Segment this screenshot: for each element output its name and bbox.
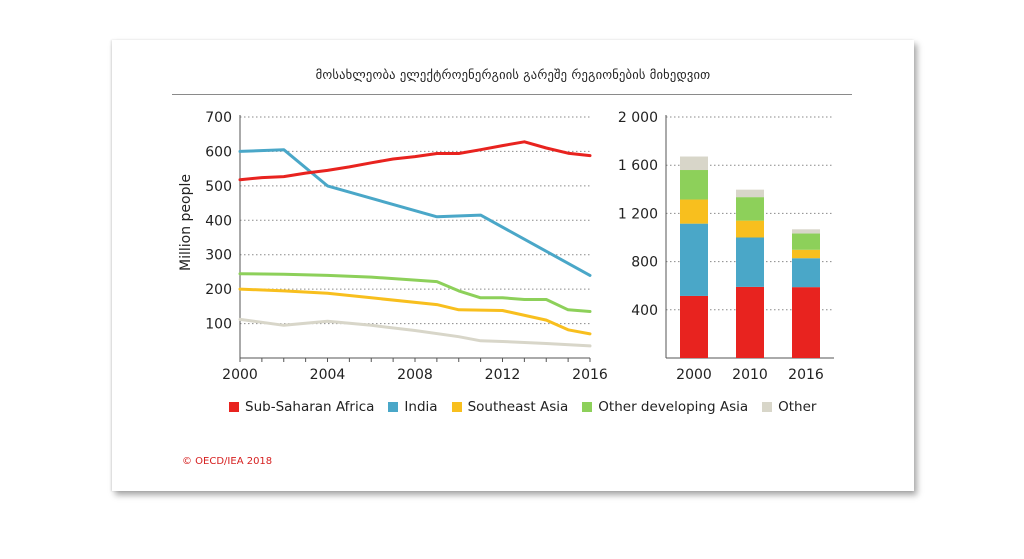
bar-segment-other-developing-asia (680, 170, 708, 200)
bar-segment-india (792, 258, 820, 288)
legend-item-southeast-asia: Southeast Asia (451, 399, 569, 415)
y-axis-label: Million people (178, 174, 194, 271)
chart-title: მოსახლეობა ელექტროენერგიის გარეშე რეგიონ… (315, 67, 711, 82)
y-tick-label: 200 (205, 282, 232, 298)
bar-segment-sub-saharan-africa (792, 287, 820, 358)
legend-swatch (229, 402, 239, 412)
legend-swatch (762, 402, 773, 412)
y-tick-label: 1 200 (618, 206, 658, 222)
legend-label: India (404, 399, 438, 415)
legend-swatch (582, 402, 593, 412)
y-tick-label: 400 (631, 303, 658, 319)
line-series-india (238, 148, 592, 277)
title-divider (172, 94, 852, 95)
legend-swatch (451, 402, 462, 412)
line-series-southeast-asia (238, 287, 592, 336)
bar-segment-southeast-asia (792, 249, 820, 259)
bar-segment-southeast-asia (680, 199, 708, 224)
x-tick-label: 2016 (788, 367, 824, 383)
line-series-other (238, 317, 592, 348)
bar-segment-southeast-asia (736, 220, 764, 238)
legend-label: Other developing Asia (598, 399, 749, 415)
x-tick-label: 2008 (397, 367, 433, 383)
y-tick-label: 300 (205, 248, 232, 264)
y-tick-label: 100 (205, 317, 232, 333)
y-tick-label: 2 000 (618, 110, 658, 126)
x-tick-label: 2016 (572, 367, 608, 383)
x-tick-label: 2012 (485, 367, 521, 383)
x-tick-label: 2000 (676, 367, 712, 383)
legend-label: Southeast Asia (467, 399, 569, 415)
line-series-sub-saharan-africa (238, 140, 592, 182)
bar-segment-other (680, 156, 708, 171)
bar-segment-other-developing-asia (792, 233, 820, 250)
legend: Sub-Saharan Africa India Southeast Asia Oth… (229, 397, 830, 417)
y-tick-label: 400 (205, 213, 232, 229)
legend-swatch (388, 402, 399, 412)
legend-item-india: India (388, 399, 438, 415)
line-series-other-developing-asia (238, 272, 592, 313)
chart-canvas: 100 200 300 400 500 600 700 2000 2004 2008 2012 201… (178, 110, 834, 383)
bar-segment-india (736, 237, 764, 287)
legend-item-other: Other (762, 399, 816, 415)
x-tick-label: 2000 (222, 367, 258, 383)
copyright-footer: © OECD/IEA 2018 (182, 456, 273, 467)
bar-segment-other (792, 229, 820, 234)
y-tick-label: 600 (205, 144, 232, 160)
bar-segment-other-developing-asia (736, 197, 764, 221)
y-tick-label: 800 (631, 255, 658, 271)
legend-item-sub-saharan-africa: Sub-Saharan Africa (229, 399, 374, 415)
bar-segment-other (736, 189, 764, 198)
chart-card: მოსახლეობა ელექტროენერგიის გარეშე რეგიონ… (112, 40, 914, 491)
bar-segment-india (680, 223, 708, 296)
legend-label: Sub-Saharan Africa (245, 399, 375, 415)
y-tick-label: 700 (205, 110, 232, 126)
bar-segment-sub-saharan-africa (680, 295, 708, 358)
x-tick-label: 2010 (732, 367, 768, 383)
x-tick-label: 2004 (310, 367, 346, 383)
legend-label: Other (778, 399, 817, 415)
bar-segment-sub-saharan-africa (736, 286, 764, 358)
y-tick-label: 500 (205, 179, 232, 195)
y-tick-label: 1 600 (618, 158, 658, 174)
legend-item-other-developing-asia: Other developing Asia (582, 399, 748, 415)
